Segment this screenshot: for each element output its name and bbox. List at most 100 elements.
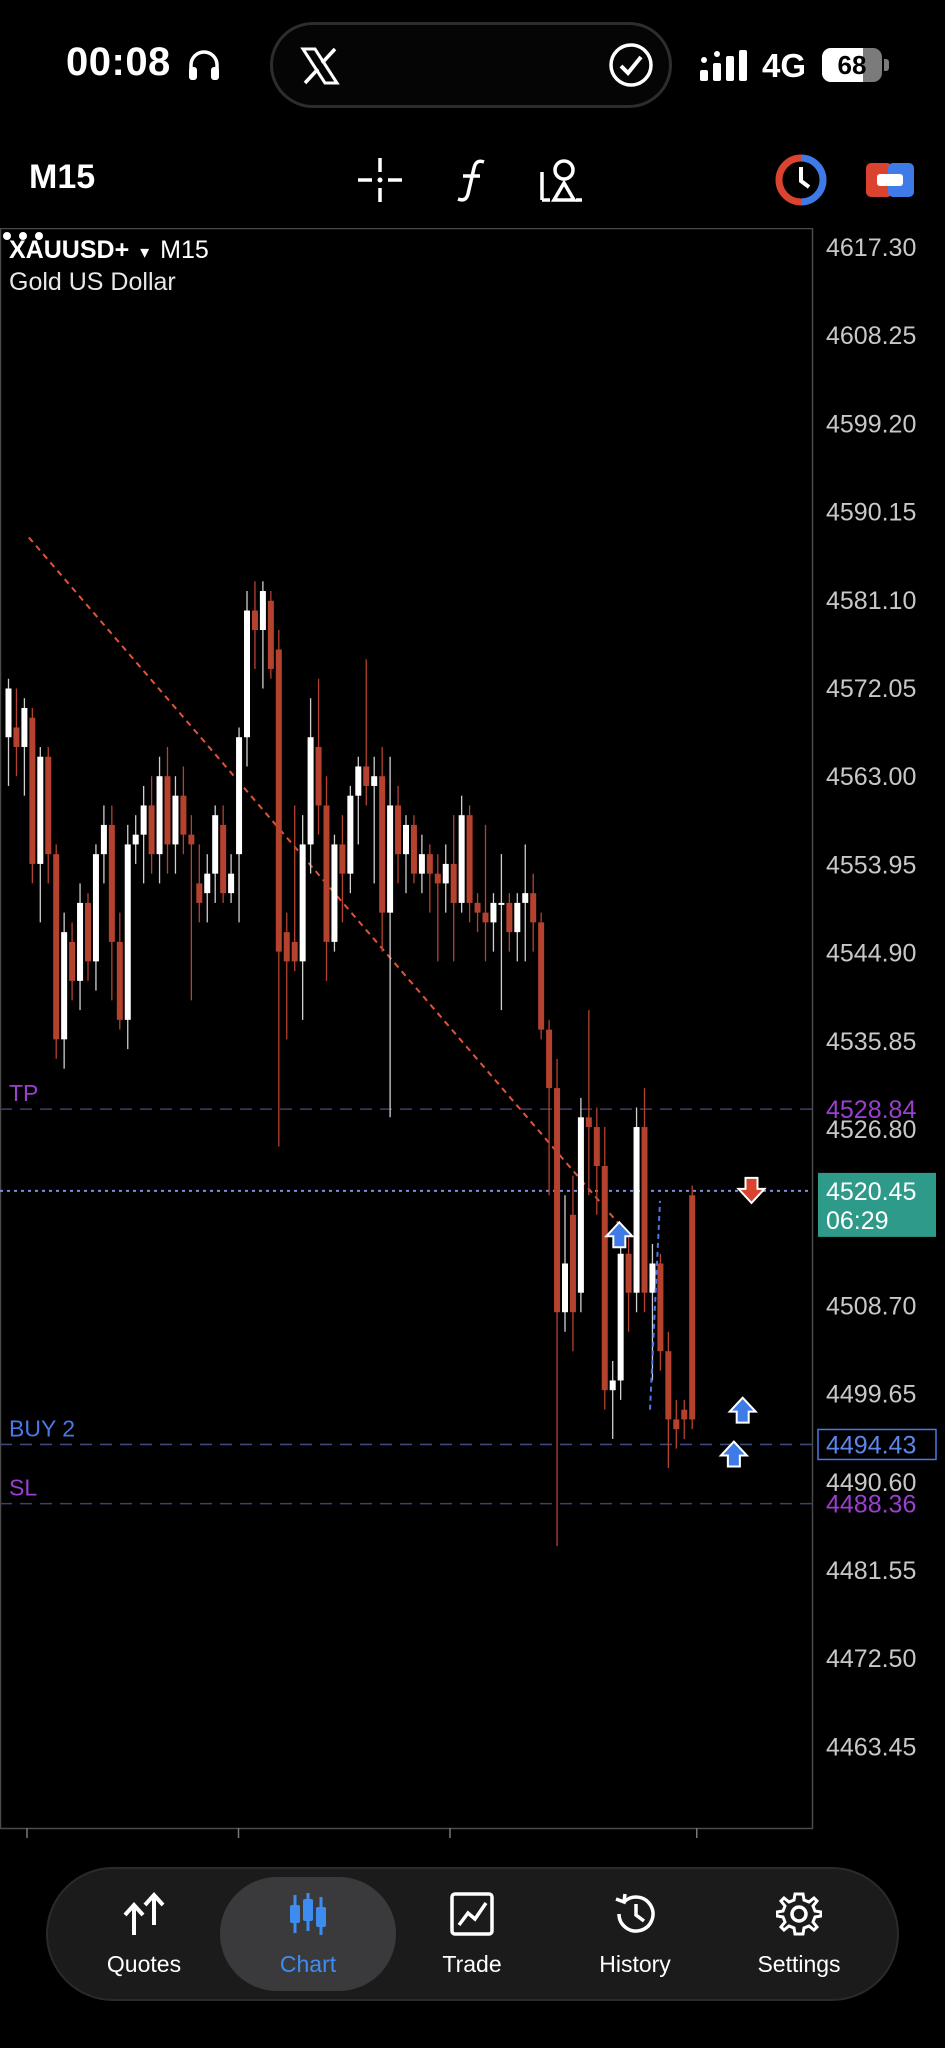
candle-body xyxy=(379,776,386,913)
y-axis-tick: 4563.00 xyxy=(826,763,916,791)
nav-quotes[interactable]: Quotes xyxy=(56,1877,232,1991)
chart-canvas[interactable]: 4617.30 4608.25 4599.20 4590.15 4581.10 4572.… xyxy=(0,228,945,1840)
candle-body xyxy=(363,766,370,786)
candle-body xyxy=(395,805,402,855)
candle-body xyxy=(355,766,362,796)
trade-chart-icon xyxy=(450,1892,494,1936)
network-type: 4G xyxy=(762,47,807,84)
candle-body xyxy=(538,922,545,1030)
candle-body xyxy=(92,854,99,962)
y-axis-tick: 4535.85 xyxy=(826,1028,916,1056)
nav-label: Chart xyxy=(279,1951,337,1977)
price-chart[interactable]: 4617.30 4608.25 4599.20 4590.15 4581.10 4572.… xyxy=(0,228,945,1840)
objects-icon[interactable] xyxy=(536,154,588,206)
candle-body xyxy=(347,795,354,874)
candle-body xyxy=(315,746,322,806)
nav-label: History xyxy=(599,1951,671,1977)
candle-body xyxy=(633,1127,640,1293)
one-click-trading-icon[interactable] xyxy=(775,154,827,206)
candle-body xyxy=(140,805,147,835)
candle-body xyxy=(291,941,298,962)
candle-body xyxy=(61,932,68,1040)
x-axis-tick: 25 Mar 14:00 xyxy=(245,1836,386,1840)
symbol-selector[interactable]: XAUUSD+ ▾ M15 xyxy=(9,236,209,265)
candle-body xyxy=(116,941,123,1020)
candle-body xyxy=(13,727,20,747)
candle-body xyxy=(220,824,227,894)
candle-body xyxy=(450,863,457,903)
y-axis-tick: 4499.65 xyxy=(826,1381,916,1409)
candle-body xyxy=(474,902,481,913)
symbol-name: XAUUSD+ xyxy=(9,236,130,264)
battery-fill xyxy=(822,48,863,82)
candle-body xyxy=(283,932,290,962)
candle-body xyxy=(331,844,338,942)
nav-history[interactable]: History xyxy=(547,1877,723,1991)
candle-body xyxy=(100,824,107,855)
nav-trade[interactable]: Trade xyxy=(384,1877,560,1991)
candle-body xyxy=(132,834,139,845)
candle-body xyxy=(514,902,521,933)
candle-body xyxy=(172,795,179,845)
candle-body xyxy=(228,873,235,894)
nav-label: Quotes xyxy=(106,1951,182,1977)
candle-body xyxy=(212,815,219,874)
candle-body xyxy=(418,854,425,874)
status-bar: 00:08 4G 68 xyxy=(0,0,945,130)
nav-settings[interactable]: Settings xyxy=(711,1877,887,1991)
more-options-icon[interactable] xyxy=(0,228,46,244)
dropdown-caret: ▾ xyxy=(140,242,150,262)
candle-body xyxy=(37,756,44,864)
status-time: 00:08 xyxy=(66,40,171,84)
candle-body xyxy=(506,902,513,933)
candle-body xyxy=(577,1117,584,1293)
crosshair-icon[interactable] xyxy=(354,154,406,206)
symbol-description: Gold US Dollar xyxy=(9,268,176,296)
dynamic-island[interactable] xyxy=(270,22,672,108)
candle-body xyxy=(108,824,115,942)
buy-arrow-marker xyxy=(727,1396,758,1424)
y-axis-tick: 4590.15 xyxy=(826,499,916,527)
candle-body xyxy=(188,834,195,845)
y-axis-tick: 4544.90 xyxy=(826,940,916,968)
candle-body xyxy=(585,1117,592,1128)
sl-label: SL xyxy=(9,1475,37,1501)
candle-body xyxy=(299,844,306,962)
x-axis-tick: 26 Mar 03:00 xyxy=(703,1836,844,1840)
buy-label: BUY 2 xyxy=(9,1415,75,1441)
y-axis-tick: 4572.05 xyxy=(826,675,916,703)
x-logo-icon xyxy=(300,47,340,85)
y-axis-tick: 4526.80 xyxy=(826,1116,916,1144)
candle-body xyxy=(434,873,441,884)
candle-body xyxy=(625,1253,632,1293)
candle-body xyxy=(259,591,266,631)
candle-body xyxy=(148,805,155,855)
quotes-arrows-icon xyxy=(123,1892,165,1935)
tp-price-label: 4528.84 xyxy=(826,1096,916,1124)
gear-icon xyxy=(776,1892,822,1936)
candle-body xyxy=(689,1195,696,1420)
candle-body xyxy=(156,776,163,855)
candle-body xyxy=(601,1166,608,1391)
candle-body xyxy=(562,1263,568,1313)
check-circle-icon xyxy=(609,43,653,87)
indicator-function-icon[interactable] xyxy=(446,154,498,206)
candle-body xyxy=(77,902,84,981)
candle-body xyxy=(371,776,378,786)
y-axis-tick: 4472.50 xyxy=(826,1645,916,1673)
nav-chart[interactable]: Chart xyxy=(220,1877,396,1991)
bottom-navigation: Quotes Chart Trade History Settings xyxy=(46,1867,899,2001)
candle-body xyxy=(29,717,36,864)
buy-price-label: 4494.43 xyxy=(826,1431,916,1459)
trade-toggle-icon[interactable] xyxy=(864,154,916,206)
candle-body xyxy=(236,737,243,855)
y-axis-tick: 4617.30 xyxy=(826,234,916,262)
x-axis-tick: 25 Mar 20:00 xyxy=(456,1836,597,1840)
y-axis-tick: 4508.70 xyxy=(826,1292,916,1320)
candle-body xyxy=(21,707,28,747)
candle-body xyxy=(649,1263,656,1293)
nav-label: Settings xyxy=(757,1951,841,1977)
timeframe-button[interactable]: M15 xyxy=(29,158,96,196)
chart-timeframe: M15 xyxy=(160,236,209,264)
candle-body xyxy=(569,1214,576,1313)
